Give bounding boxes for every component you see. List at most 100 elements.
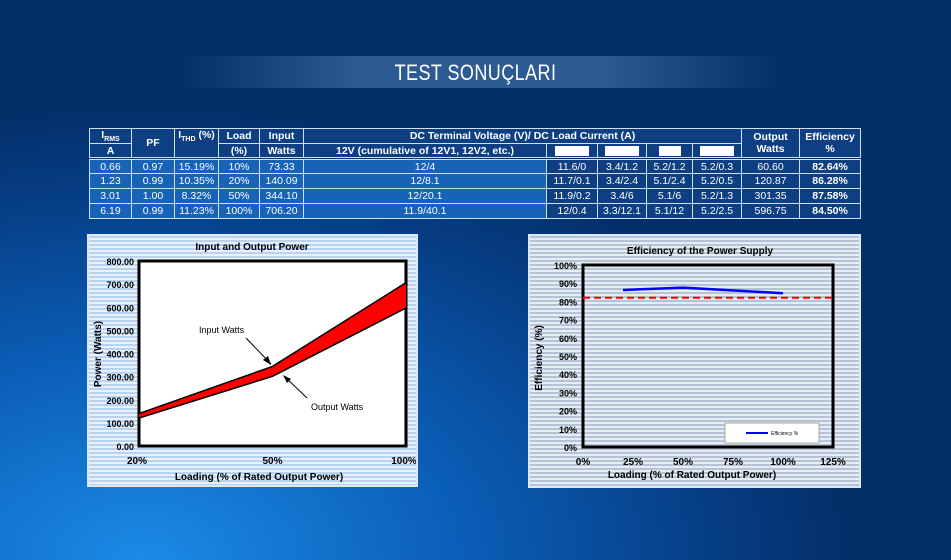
header-load-unit: (%) xyxy=(218,143,260,160)
table-cell: 10% xyxy=(218,157,260,175)
y-tick-label: 10% xyxy=(559,425,577,435)
y-tick-label: 60% xyxy=(559,334,577,344)
header-output: Output Watts xyxy=(741,127,801,160)
table-cell: 11.9/40.1 xyxy=(303,203,547,220)
table-cell: 0.97 xyxy=(131,157,175,175)
table-cell: 6.19 xyxy=(89,203,132,220)
power-chart-svg: Input and Output Power 0.00 100.00 200.00 30… xyxy=(93,242,417,483)
table-cell: 73.33 xyxy=(259,157,304,175)
y-tick-label: 80% xyxy=(559,297,577,307)
table-cell: 1.00 xyxy=(131,188,175,205)
efficiency-chart: Efficiency of the Power Supply 0% 10% 20% 30… xyxy=(528,234,861,488)
table-cell: 5.2/0.5 xyxy=(691,173,743,190)
table-cell: 86.28% xyxy=(799,173,862,190)
y-tick-label: 400.00 xyxy=(106,350,134,360)
table-cell: 11.23% xyxy=(174,203,219,220)
chart-title: Efficiency of the Power Supply xyxy=(627,246,774,257)
page-title: TEST SONUÇLARI xyxy=(394,60,557,85)
y-tick-label: 200.00 xyxy=(106,396,134,406)
y-axis-label: Efficiency (%) xyxy=(534,325,545,391)
y-tick-label: 600.00 xyxy=(106,303,134,313)
y-tick-label: 700.00 xyxy=(106,280,134,290)
x-tick-label: 20% xyxy=(127,456,147,467)
series-line-input xyxy=(138,282,407,415)
x-tick-label: 75% xyxy=(723,457,743,468)
table-cell: 0.99 xyxy=(131,203,175,220)
header-12v: 12V (cumulative of 12V1, 12V2, etc.) xyxy=(303,143,547,160)
header-blank xyxy=(597,143,647,160)
legend-label: Efficiency % xyxy=(771,431,799,437)
table-cell: 15.19% xyxy=(174,157,219,175)
plot-area xyxy=(137,259,408,448)
table-row: 0.66 0.97 15.19% 10% 73.33 12/4 11.6/0 3.4/1.2 5… xyxy=(89,157,862,175)
table-cell: 5.1/2.4 xyxy=(646,173,693,190)
test-results-table: IRMS PF ITHD (%) Load Input DC Terminal … xyxy=(89,127,862,220)
table-cell: 5.1/6 xyxy=(646,188,693,205)
x-tick-label: 25% xyxy=(623,457,643,468)
y-tick-label: 800.00 xyxy=(106,257,134,267)
annotation-output: Output Watts xyxy=(311,402,364,412)
header-ithd: ITHD (%) xyxy=(174,127,219,160)
table-cell: 344.10 xyxy=(259,188,304,205)
header-irms-unit: A xyxy=(89,143,132,160)
table-row: 1.23 0.99 10.35% 20% 140.09 12/8.1 11.7/0.1 3.4… xyxy=(89,173,862,190)
table-cell: 100% xyxy=(218,203,260,220)
table-cell: 5.1/12 xyxy=(646,203,693,220)
table-cell: 11.6/0 xyxy=(546,157,598,175)
efficiency-chart-svg: Efficiency of the Power Supply 0% 10% 20% 30… xyxy=(534,246,846,481)
y-tick-label: 40% xyxy=(559,370,577,380)
header-blank xyxy=(691,143,743,160)
header-input-unit: Watts xyxy=(259,143,304,160)
arrow-head-input xyxy=(263,356,271,365)
table-cell: 12/8.1 xyxy=(303,173,547,190)
x-tick-label: 100% xyxy=(770,457,796,468)
header-efficiency: Efficiency% xyxy=(799,127,862,160)
table-cell: 12/0.4 xyxy=(546,203,598,220)
x-axis-label: Loading (% of Rated Output Power) xyxy=(608,470,776,481)
x-tick-label: 50% xyxy=(673,457,693,468)
legend-box xyxy=(724,422,820,444)
x-tick-label: 100% xyxy=(391,456,416,467)
title-banner xyxy=(180,56,780,88)
efficiency-line xyxy=(622,286,784,295)
table-cell: 5.2/1.3 xyxy=(691,188,743,205)
power-chart: Input and Output Power 0.00 100.00 200.00 30… xyxy=(87,234,418,487)
table-cell: 10.35% xyxy=(174,173,219,190)
table-cell: 3.4/6 xyxy=(597,188,647,205)
header-blank xyxy=(646,143,693,160)
y-tick-label: 100% xyxy=(554,261,577,271)
header-pf: PF xyxy=(131,127,175,160)
table-cell: 3.4/1.2 xyxy=(597,157,647,175)
plot-area xyxy=(581,263,835,449)
y-tick-label: 90% xyxy=(559,279,577,289)
header-input: Input xyxy=(259,127,304,145)
table-cell: 5.2/1.2 xyxy=(646,157,693,175)
table-cell: 0.99 xyxy=(131,173,175,190)
arrow-head-output xyxy=(283,375,291,383)
y-tick-label: 0.00 xyxy=(116,442,134,452)
y-tick-label: 50% xyxy=(559,352,577,362)
header-blank xyxy=(546,143,598,160)
header-load: Load xyxy=(218,127,260,145)
table-cell: 5.2/0.3 xyxy=(691,157,743,175)
table-cell: 60.60 xyxy=(741,157,801,175)
x-axis-label: Loading (% of Rated Output Power) xyxy=(175,472,343,483)
table-row: 6.19 0.99 11.23% 100% 706.20 11.9/40.1 12/0.4 3… xyxy=(89,203,862,220)
y-tick-label: 0% xyxy=(564,443,577,453)
table-cell: 596.75 xyxy=(741,203,801,220)
table-cell: 1.23 xyxy=(89,173,132,190)
table-cell: 140.09 xyxy=(259,173,304,190)
table-cell: 706.20 xyxy=(259,203,304,220)
table-cell: 84.50% xyxy=(799,203,862,220)
series-line-output xyxy=(138,307,407,419)
table-cell: 87.58% xyxy=(799,188,862,205)
table-cell: 11.9/0.2 xyxy=(546,188,598,205)
table-cell: 301.35 xyxy=(741,188,801,205)
table-cell: 20% xyxy=(218,173,260,190)
x-tick-label: 0% xyxy=(576,457,591,468)
y-tick-label: 20% xyxy=(559,407,577,417)
table-cell: 82.64% xyxy=(799,157,862,175)
table-cell: 11.7/0.1 xyxy=(546,173,598,190)
table-cell: 3.01 xyxy=(89,188,132,205)
table-cell: 3.4/2.4 xyxy=(597,173,647,190)
